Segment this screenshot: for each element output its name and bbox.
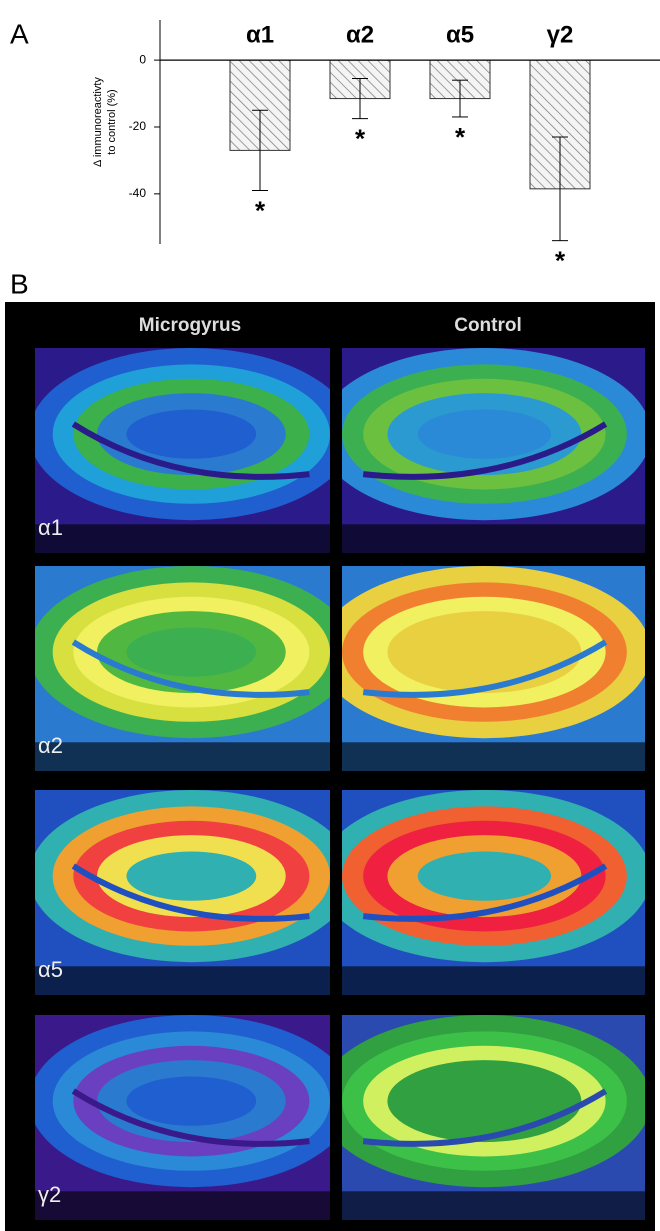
y-axis-label: to control (%): [106, 89, 118, 154]
figure: A B α1 α2 α5 γ2 Microgyrus Control 0 -20 -40 Δ…: [0, 0, 660, 1231]
y-tick-label: -20: [129, 119, 147, 133]
category-label: α1: [246, 21, 274, 48]
y-tick-label: 0: [139, 52, 146, 66]
slice-layer: [418, 410, 551, 459]
slice: [29, 1015, 354, 1220]
column-label: Microgyrus: [139, 315, 241, 336]
significance-marker: *: [555, 246, 566, 276]
y-tick-label: -40: [129, 186, 147, 200]
slice-layer: [126, 1077, 256, 1126]
slice-edge: [342, 524, 645, 553]
slice: [29, 566, 354, 771]
row-label: γ2: [38, 1182, 61, 1207]
slice: [318, 1015, 651, 1220]
slice: [318, 566, 651, 771]
slice-edge: [342, 966, 645, 995]
slice-layer: [126, 852, 256, 901]
row-label: α2: [38, 733, 63, 758]
slice-layer: [418, 1077, 551, 1126]
category-label: α5: [446, 21, 474, 48]
panel-label: B: [10, 268, 29, 299]
category-label: γ2: [547, 21, 574, 48]
significance-marker: *: [355, 124, 366, 154]
panel-label: A: [10, 18, 29, 49]
row-label: α5: [38, 957, 63, 982]
slice-layer: [418, 852, 551, 901]
slice: [29, 790, 354, 995]
slice-edge: [35, 966, 330, 995]
category-label: α2: [346, 21, 374, 48]
significance-marker: *: [255, 195, 266, 225]
slice-layer: [126, 628, 256, 677]
slice-edge: [35, 524, 330, 553]
column-label: Control: [454, 315, 522, 336]
slice-edge: [342, 1191, 645, 1220]
slice: [29, 348, 354, 553]
slice: [318, 348, 651, 553]
slice-edge: [35, 742, 330, 771]
slice-layer: [126, 410, 256, 459]
slice: [318, 790, 651, 995]
significance-marker: *: [455, 122, 466, 152]
slice-layer: [418, 628, 551, 677]
row-label: α1: [38, 515, 63, 540]
slice-edge: [342, 742, 645, 771]
slice-edge: [35, 1191, 330, 1220]
y-axis-label: Δ immunoreactivty: [92, 77, 104, 167]
